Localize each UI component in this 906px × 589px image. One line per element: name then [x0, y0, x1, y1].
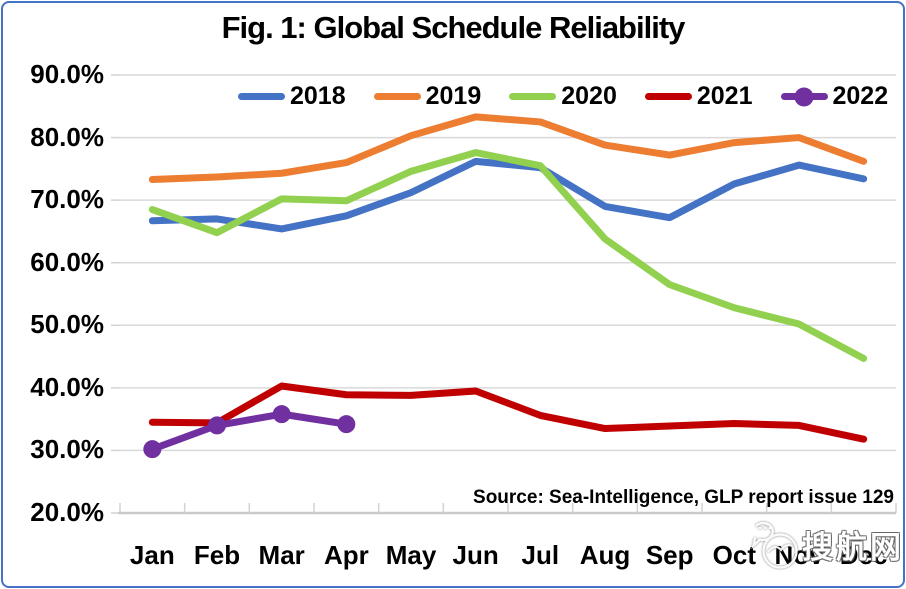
legend-label-2019: 2019 — [425, 82, 482, 110]
legend-item-2020: 2020 — [509, 84, 617, 109]
x-axis-label-feb: Feb — [193, 540, 241, 570]
y-axis-label: 30.0% — [30, 434, 104, 465]
legend: 2018 2019 2020 2021 2022 — [238, 84, 888, 109]
y-axis-label: 60.0% — [30, 246, 104, 277]
legend-item-2021: 2021 — [644, 82, 753, 110]
legend-line-swatch-2018 — [238, 93, 285, 100]
source-note: Source: Sea-Intelligence, GLP report iss… — [473, 487, 894, 508]
series-line-2020 — [148, 149, 868, 362]
x-axis-label-jan: Jan — [129, 540, 175, 570]
legend-marker-2022 — [794, 87, 814, 106]
data-point-2022-mar — [272, 405, 291, 424]
x-axis-label-mar: Mar — [258, 540, 305, 570]
x-axis-label-sep: Sep — [645, 540, 694, 570]
legend-label-2022: 2022 — [832, 82, 889, 110]
x-axis-label-nov: Nov — [774, 540, 824, 570]
y-axis-label: 80.0% — [30, 121, 104, 152]
data-point-2022-jan — [143, 440, 162, 459]
legend-label-2021: 2021 — [696, 82, 753, 110]
series-line-2022 — [148, 410, 350, 453]
legend-line-swatch-2021 — [644, 93, 692, 100]
x-axis-label-dec: Dec — [839, 540, 888, 570]
series-line-2019 — [148, 113, 868, 183]
y-axis-label: 70.0% — [30, 184, 104, 215]
chart-title: Fig. 1: Global Schedule Reliability — [221, 10, 686, 45]
legend-line-swatch-2022 — [780, 87, 828, 106]
data-point-2022-feb — [208, 416, 226, 435]
x-axis-label-jun: Jun — [452, 540, 499, 570]
series-line-2021 — [148, 382, 868, 443]
y-axis-label: 50.0% — [30, 309, 104, 340]
x-axis-label-apr: Apr — [323, 540, 369, 570]
x-axis-label-may: May — [385, 540, 437, 570]
x-axis-label-jul: Jul — [521, 540, 560, 570]
y-axis-label: 20.0% — [30, 497, 104, 527]
x-axis-label-aug: Aug — [579, 540, 631, 570]
data-point-2022-apr — [337, 415, 356, 434]
legend-item-2019: 2019 — [373, 82, 482, 110]
legend-line-swatch-2020 — [509, 93, 557, 100]
legend-item-2022: 2022 — [780, 82, 889, 110]
series-line-2018 — [148, 157, 868, 233]
legend-label-2018: 2018 — [290, 82, 346, 110]
legend-label-2020: 2020 — [561, 82, 617, 110]
legend-line-swatch-2019 — [373, 93, 421, 100]
y-axis-label: 40.0% — [30, 371, 104, 402]
x-axis-label-oct: Oct — [712, 540, 756, 570]
legend-item-2018: 2018 — [238, 84, 346, 109]
y-axis-label: 90.0% — [30, 59, 104, 89]
